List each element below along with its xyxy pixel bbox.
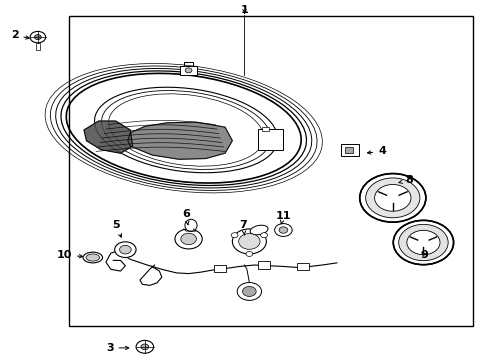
Bar: [258, 261, 269, 269]
Bar: [69, 16, 472, 327]
Text: 9: 9: [420, 250, 427, 260]
Circle shape: [175, 229, 202, 249]
Circle shape: [406, 230, 439, 255]
Circle shape: [374, 185, 410, 211]
Circle shape: [238, 234, 260, 249]
Text: 10: 10: [57, 250, 82, 260]
Bar: [36, 43, 40, 50]
Circle shape: [181, 233, 196, 245]
Bar: [180, 66, 197, 75]
Text: 11: 11: [275, 211, 290, 224]
Circle shape: [185, 68, 192, 73]
Text: 5: 5: [112, 220, 121, 237]
Circle shape: [231, 233, 238, 238]
Bar: [261, 127, 268, 131]
Circle shape: [232, 229, 266, 254]
Text: 6: 6: [182, 209, 190, 225]
Bar: [344, 147, 353, 153]
Circle shape: [34, 35, 41, 40]
Circle shape: [274, 224, 291, 237]
Circle shape: [392, 220, 453, 265]
FancyBboxPatch shape: [258, 129, 283, 150]
Text: 4: 4: [366, 147, 386, 157]
Ellipse shape: [83, 252, 102, 263]
Ellipse shape: [86, 254, 100, 261]
Circle shape: [245, 251, 252, 256]
Polygon shape: [127, 122, 232, 159]
Text: 2: 2: [11, 30, 29, 40]
Ellipse shape: [184, 219, 197, 231]
Circle shape: [237, 283, 261, 300]
Circle shape: [136, 341, 153, 353]
Circle shape: [398, 224, 447, 261]
Circle shape: [141, 344, 148, 350]
Polygon shape: [84, 121, 132, 153]
Circle shape: [260, 233, 267, 238]
Circle shape: [119, 246, 131, 254]
Text: 1: 1: [240, 5, 248, 15]
Text: 7: 7: [239, 220, 247, 235]
Circle shape: [242, 287, 256, 296]
Circle shape: [30, 31, 45, 43]
Ellipse shape: [250, 225, 267, 235]
Text: 8: 8: [398, 175, 412, 185]
Circle shape: [115, 242, 136, 257]
Text: 3: 3: [106, 343, 128, 353]
Circle shape: [359, 174, 425, 222]
Circle shape: [279, 227, 287, 233]
Bar: [214, 265, 225, 272]
Bar: [340, 144, 359, 156]
Circle shape: [365, 178, 419, 218]
Bar: [296, 263, 308, 270]
